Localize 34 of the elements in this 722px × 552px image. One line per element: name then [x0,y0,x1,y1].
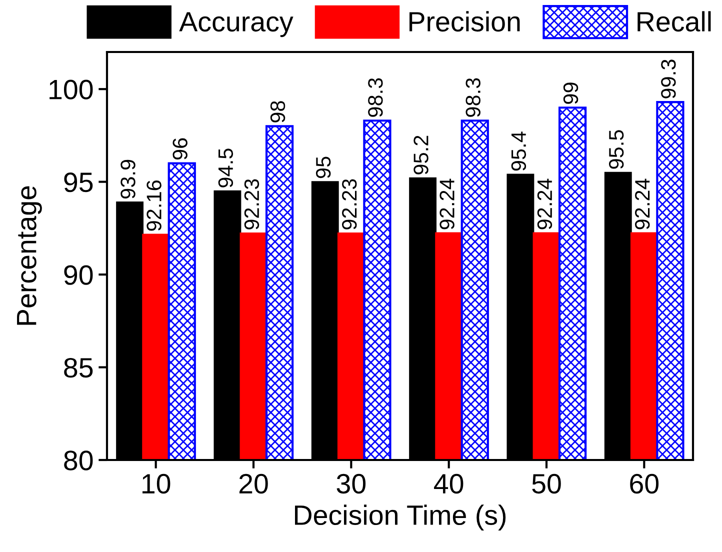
data-label: 92.23 [244,179,260,230]
legend-label: Precision [410,11,520,32]
y-tick-label: 90 [64,265,93,285]
x-tick-label: 60 [630,474,659,494]
data-label: 92.23 [342,179,357,230]
y-tick-label: 85 [64,358,93,378]
y-tick-label: 95 [64,172,93,192]
data-label: 98 [270,101,286,122]
y-tick-label: 100 [50,80,93,100]
data-label: 95 [316,156,331,178]
data-label: 98.3 [368,78,383,117]
data-label: 95.5 [608,130,624,169]
y-tick-label: 80 [64,450,93,470]
data-label: 98.3 [466,78,480,117]
data-label: 92.24 [537,178,552,230]
x-tick-label: 40 [434,474,464,494]
x-tick-label: 30 [336,474,366,494]
data-label: 99 [563,82,578,104]
x-tick-label: 20 [239,474,268,494]
data-label: 96 [172,138,188,160]
x-axis-title: Decision Time (s) [295,504,506,531]
data-label: 92.16 [146,180,162,231]
legend-label: Recall [638,11,711,32]
data-label: 95.4 [511,132,526,171]
data-label: 92.24 [440,178,454,230]
data-label: 92.24 [635,178,650,230]
data-label: 99.3 [661,60,676,98]
legend-label: Accuracy [179,12,294,38]
x-tick-label: 50 [532,474,561,494]
data-label: 93.9 [120,160,136,198]
x-tick-label: 10 [142,474,170,494]
data-label: 94.5 [218,148,234,188]
data-label: 95.2 [414,136,428,174]
y-axis-title: Percentage [17,186,42,325]
